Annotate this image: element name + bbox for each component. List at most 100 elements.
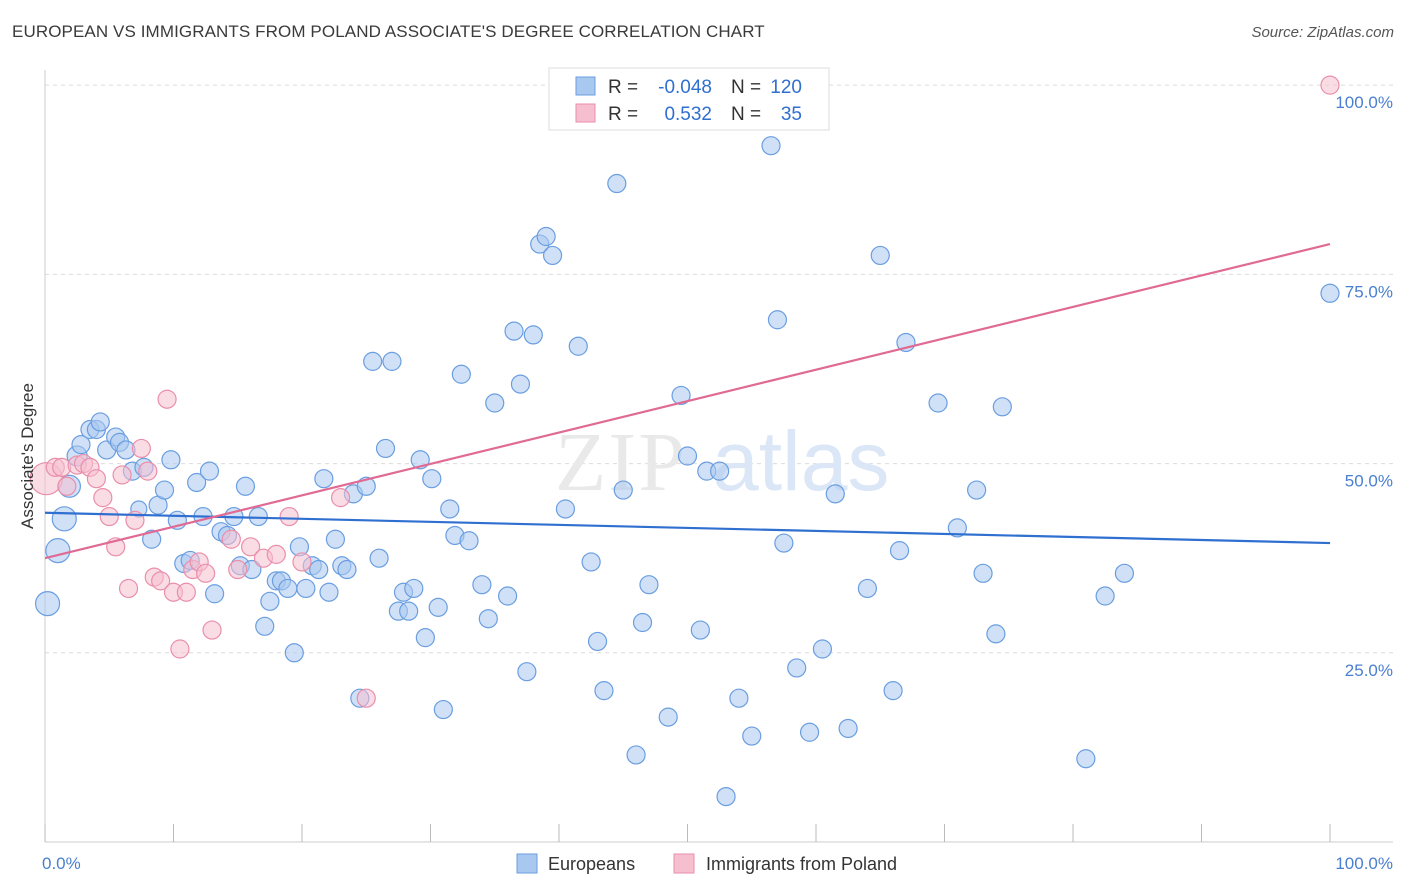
legend-europeans-label: Europeans <box>548 854 635 874</box>
europeans-points <box>34 136 1340 807</box>
poland-point <box>170 639 190 659</box>
europeans-point <box>536 226 556 247</box>
europeans-point <box>742 726 762 746</box>
europeans-point <box>870 245 890 266</box>
europeans-point <box>690 620 710 640</box>
europeans-point <box>325 529 346 549</box>
europeans-point <box>626 745 646 765</box>
watermark-atlas: atlas <box>712 414 889 508</box>
europeans-point <box>947 518 967 538</box>
europeans-point <box>296 578 316 599</box>
europeans-point <box>889 541 910 561</box>
europeans-point <box>510 374 531 394</box>
europeans-point <box>235 476 256 496</box>
europeans-point <box>710 461 730 481</box>
europeans-r-value: -0.048 <box>658 77 712 98</box>
europeans-n-value: 120 <box>770 77 802 98</box>
europeans-point <box>51 506 77 532</box>
europeans-point <box>314 469 334 489</box>
grid-lines <box>45 84 1393 654</box>
poland-trend-line <box>44 243 1331 560</box>
poland-point <box>241 537 261 557</box>
europeans-point <box>205 584 225 604</box>
europeans-point <box>363 351 383 371</box>
europeans-point <box>587 631 608 652</box>
europeans-point <box>542 245 563 266</box>
europeans-point <box>639 575 659 595</box>
poland-point <box>176 582 196 602</box>
y-tick-labels: 25.0% 50.0% 75.0% 100.0% <box>1335 93 1393 680</box>
poland-points <box>29 75 1340 708</box>
europeans-point <box>404 578 424 599</box>
y-tick-label: 25.0% <box>1345 661 1393 680</box>
europeans-point <box>883 681 903 701</box>
poland-point <box>266 544 286 564</box>
europeans-point <box>1320 283 1340 303</box>
europeans-n-label: N = <box>731 77 761 98</box>
europeans-point <box>459 531 479 551</box>
poland-point <box>157 389 177 409</box>
poland-r-value: 0.532 <box>664 104 712 125</box>
europeans-point <box>671 385 691 406</box>
poland-point <box>151 571 171 591</box>
x-tick-label-min: 0.0% <box>42 854 81 873</box>
europeans-point <box>278 578 298 599</box>
x-tick-label-max: 100.0% <box>1335 854 1393 873</box>
europeans-point <box>422 469 442 489</box>
europeans-point <box>478 609 498 629</box>
europeans-trend-line <box>44 511 1331 545</box>
europeans-point <box>857 578 878 599</box>
europeans-point <box>523 325 543 345</box>
chart-title: EUROPEAN VS IMMIGRANTS FROM POLAND ASSOC… <box>12 22 765 41</box>
europeans-point <box>716 786 736 807</box>
y-axis-title: Associate's Degree <box>18 383 37 529</box>
europeans-point <box>658 707 678 727</box>
poland-point <box>221 529 241 549</box>
europeans-point <box>369 548 389 568</box>
europeans-point <box>142 529 162 549</box>
europeans-point <box>199 461 220 481</box>
poland-point <box>131 438 151 459</box>
europeans-point <box>973 563 993 583</box>
europeans-point <box>451 364 471 384</box>
europeans-point <box>992 397 1012 417</box>
stats-legend-box <box>548 67 830 131</box>
poland-point <box>196 563 216 583</box>
europeans-point <box>812 639 833 659</box>
europeans-point <box>284 643 304 663</box>
europeans-point <box>154 480 175 500</box>
legend-poland-label: Immigrants from Poland <box>706 854 897 874</box>
poland-n-value: 35 <box>781 104 802 125</box>
europeans-point <box>787 658 807 678</box>
europeans-point <box>517 662 537 682</box>
europeans-point <box>415 628 435 648</box>
europeans-point <box>632 612 653 633</box>
europeans-point <box>799 722 820 742</box>
europeans-point <box>71 435 91 455</box>
poland-point <box>228 559 248 580</box>
europeans-point <box>90 412 110 432</box>
europeans-point <box>838 718 858 739</box>
poland-point <box>57 476 77 496</box>
europeans-point <box>260 591 280 611</box>
europeans-point <box>594 681 614 701</box>
europeans-point <box>1114 563 1135 583</box>
europeans-r-label: R = <box>608 77 638 98</box>
europeans-point <box>1095 586 1115 606</box>
y-tick-label: 50.0% <box>1345 472 1393 491</box>
series-legend: Europeans Immigrants from Poland <box>516 853 897 874</box>
poland-point <box>202 620 222 640</box>
y-tick-label: 100.0% <box>1335 93 1393 112</box>
europeans-point <box>825 484 845 504</box>
europeans-point <box>34 590 61 617</box>
trend-lines <box>44 243 1331 560</box>
europeans-point <box>967 480 987 500</box>
poland-swatch <box>575 103 596 123</box>
europeans-point <box>729 688 749 708</box>
europeans-point <box>607 173 627 194</box>
europeans-point <box>613 480 633 500</box>
europeans-point <box>1076 749 1096 769</box>
europeans-point <box>337 559 357 580</box>
europeans-point <box>382 351 402 371</box>
y-tick-label: 75.0% <box>1345 282 1393 301</box>
